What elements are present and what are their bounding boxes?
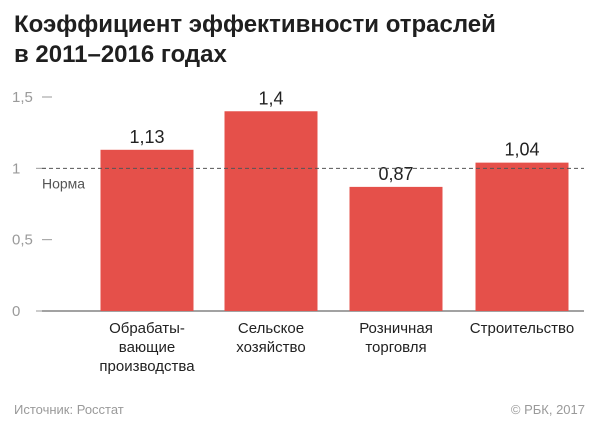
y-tick-label: 0,5 xyxy=(12,232,33,249)
x-category-label: Сельское xyxy=(238,320,304,337)
x-category-label: Строительство xyxy=(470,320,574,337)
bar xyxy=(349,186,443,311)
bar xyxy=(224,111,318,312)
y-tick-label: 1 xyxy=(12,160,20,177)
bar-value-label: 1,13 xyxy=(129,127,164,147)
x-category-label: производства xyxy=(99,358,195,375)
chart-title: Коэффициент эффективности отраслей в 201… xyxy=(14,10,589,70)
x-category-label: Обрабаты- xyxy=(109,320,185,337)
y-tick-label: 1,5 xyxy=(12,89,33,106)
x-category-label: вающие xyxy=(119,339,175,356)
x-category-label: Розничная xyxy=(359,320,433,337)
norm-reference-label: Норма xyxy=(42,175,85,191)
copyright-note: © РБК, 2017 xyxy=(510,402,585,417)
x-category-label: торговля xyxy=(365,339,426,356)
y-tick-label: 0 xyxy=(12,303,20,320)
x-category-label: хозяйство xyxy=(236,339,305,356)
source-note: Источник: Росстат xyxy=(14,402,124,417)
bar xyxy=(100,149,194,311)
bar xyxy=(475,162,569,311)
chart-title-line-2: в 2011–2016 годах xyxy=(14,41,227,68)
bar-value-label: 1,04 xyxy=(504,140,539,160)
bar-value-label: 0,87 xyxy=(378,164,413,184)
bar-value-label: 1,4 xyxy=(258,88,283,108)
chart-title-line-1: Коэффициент эффективности отраслей xyxy=(14,11,496,38)
